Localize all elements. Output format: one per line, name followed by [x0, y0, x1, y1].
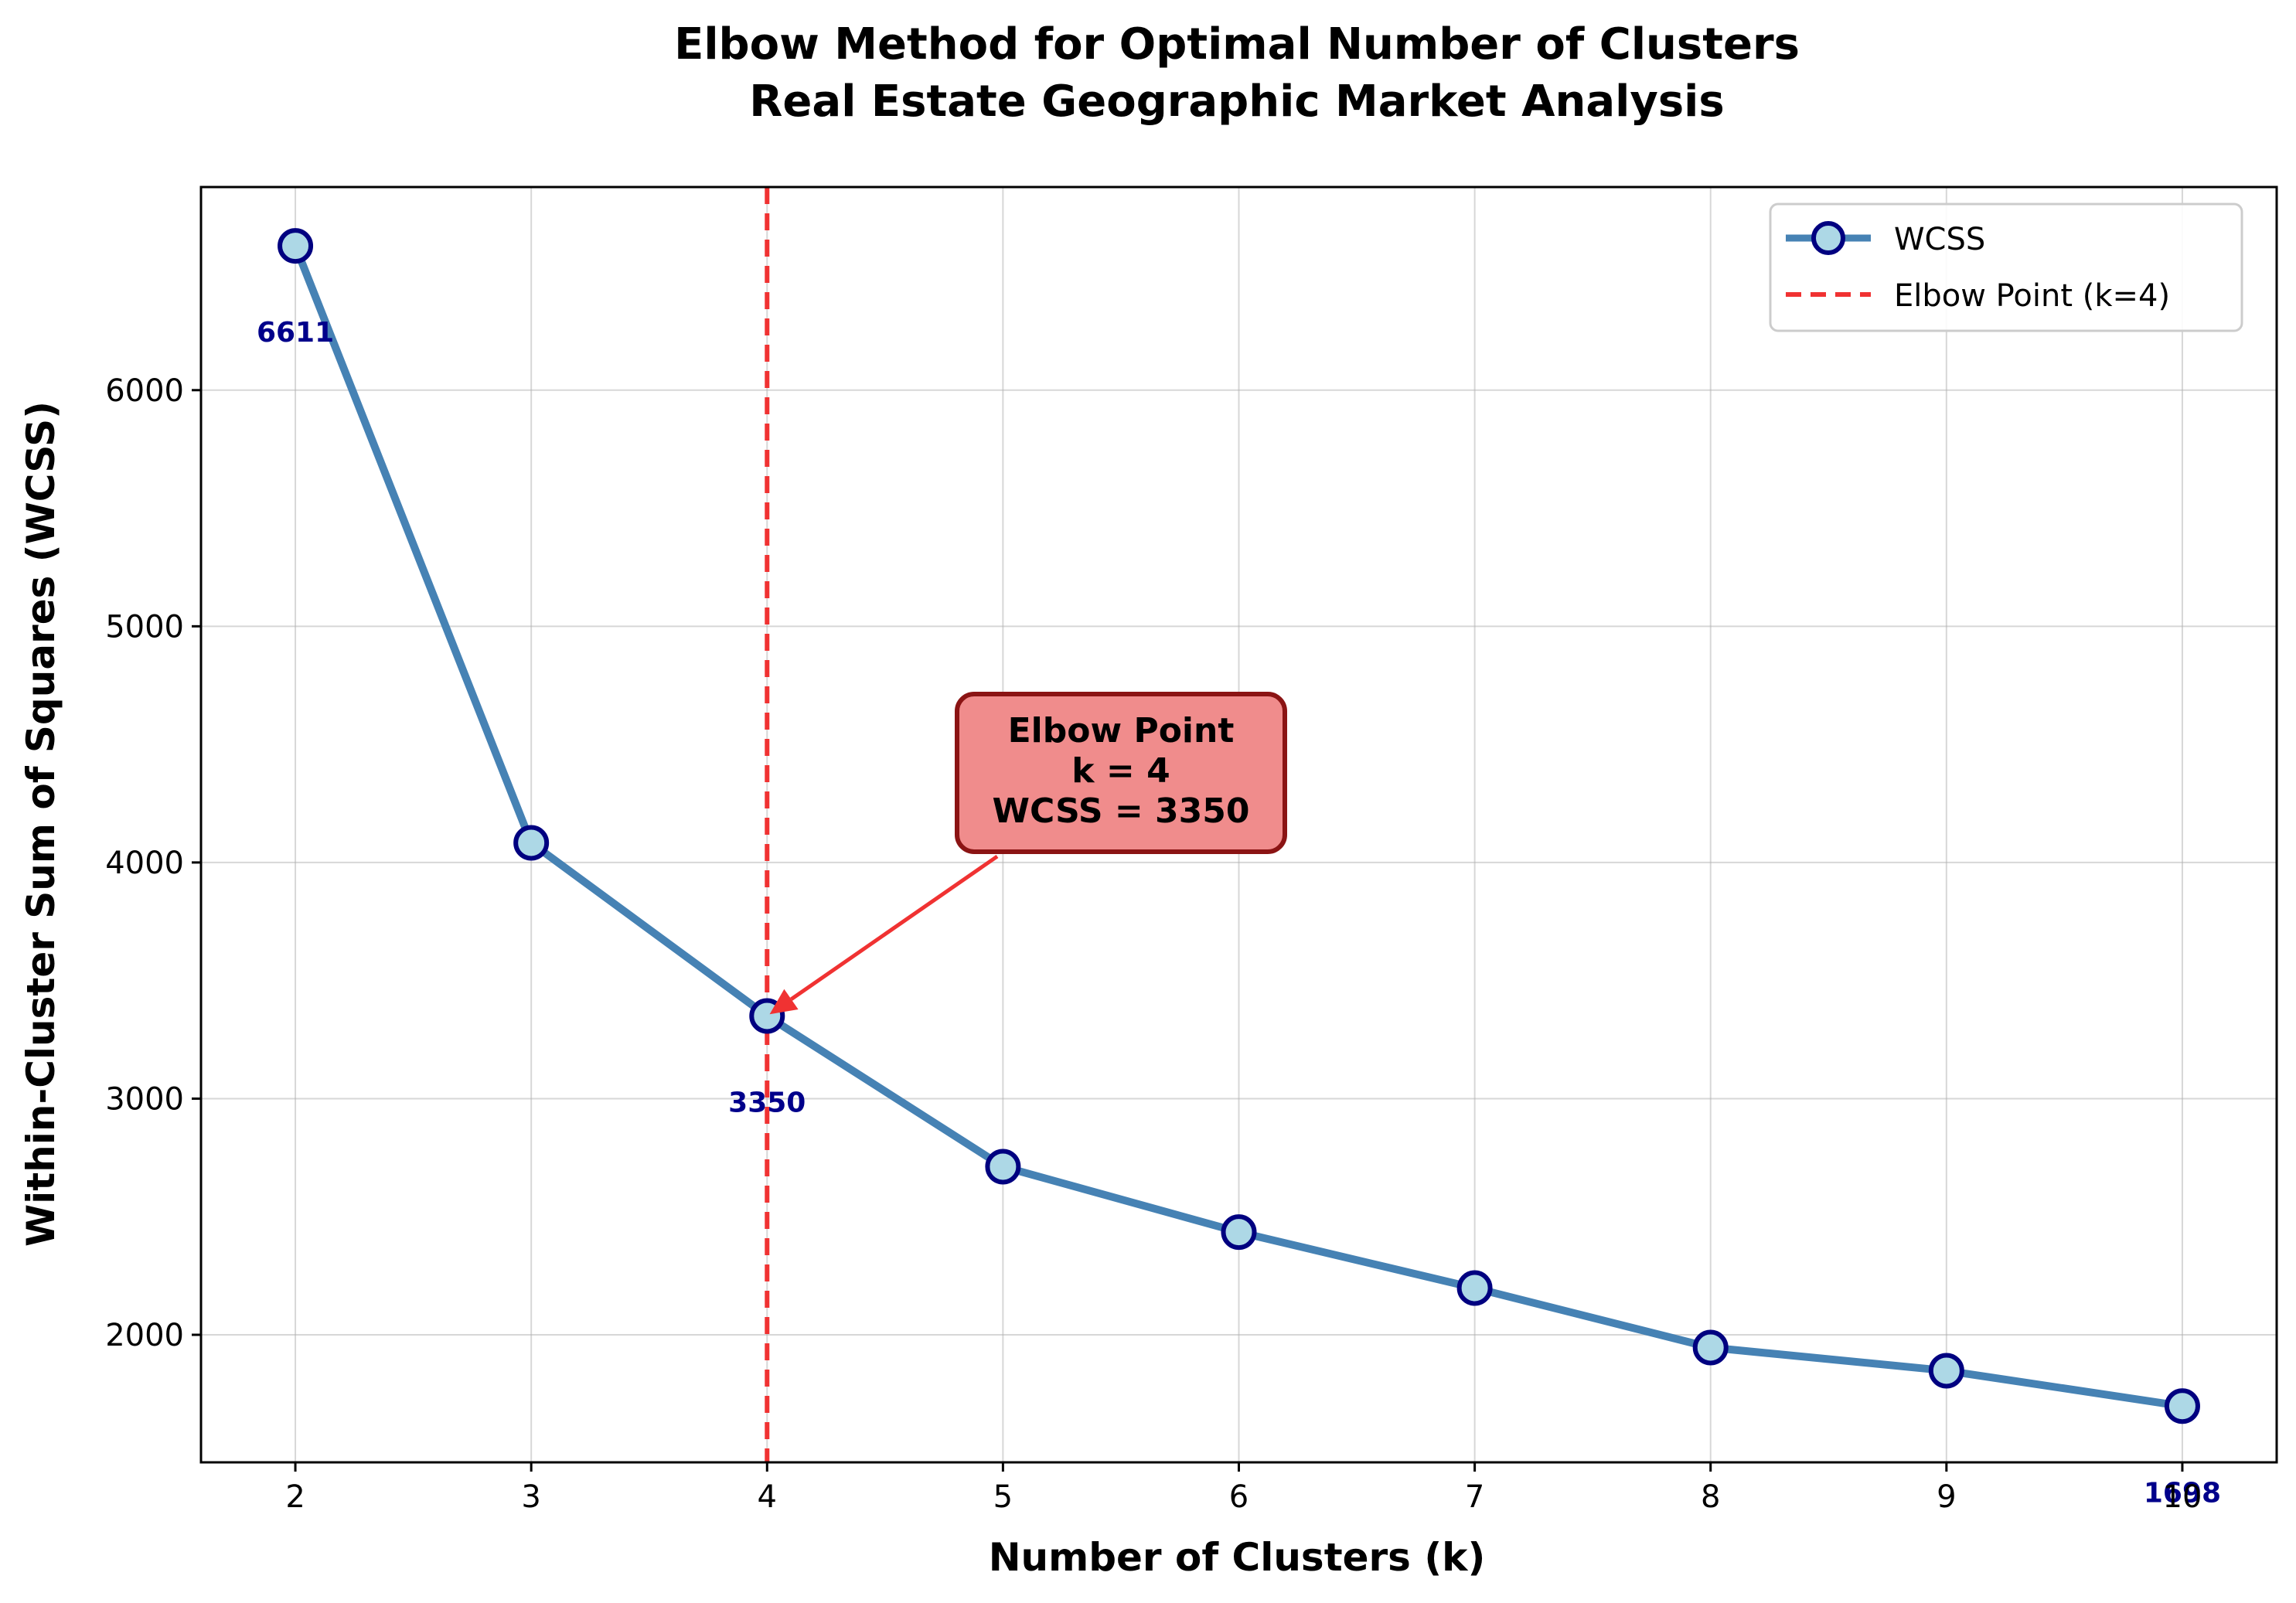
- chart-title-line1: Elbow Method for Optimal Number of Clust…: [674, 19, 1800, 70]
- y-tick-label: 6000: [105, 373, 184, 409]
- y-tick-label: 5000: [105, 609, 184, 645]
- y-axis-ticks: 2000 3000 4000 5000 6000: [105, 373, 201, 1353]
- x-tick-label: 7: [1465, 1479, 1484, 1515]
- annotation-line3: WCSS = 3350: [992, 791, 1249, 831]
- data-point-marker: [1692, 1329, 1729, 1366]
- x-tick-label: 10: [2163, 1479, 2202, 1515]
- x-tick-label: 4: [758, 1479, 777, 1515]
- annotation-arrowhead: [769, 989, 799, 1015]
- legend: WCSS Elbow Point (k=4): [1769, 203, 2243, 332]
- data-point-marker: [985, 1149, 1021, 1185]
- y-tick-label: 3000: [105, 1081, 184, 1117]
- point-labels: 6611 3350 1698: [257, 317, 2221, 1509]
- data-point-marker: [1456, 1270, 1493, 1306]
- data-point-marker: [1928, 1353, 1964, 1389]
- x-tick-label: 9: [1937, 1479, 1956, 1515]
- x-tick-label: 8: [1701, 1479, 1720, 1515]
- data-point-marker: [2164, 1388, 2200, 1424]
- point-value-label: 6611: [257, 317, 334, 349]
- legend-wcss-swatch-marker: [1811, 221, 1845, 255]
- legend-wcss-label: WCSS: [1894, 222, 1985, 257]
- y-axis-label: Within-Cluster Sum of Squares (WCSS): [19, 401, 63, 1247]
- annotation-box: [955, 692, 1287, 854]
- grid-lines: [201, 187, 2277, 1462]
- x-axis-label: Number of Clusters (k): [989, 1535, 1486, 1580]
- legend-box: [1769, 203, 2243, 332]
- chart-title-line2: Real Estate Geographic Market Analysis: [749, 77, 1724, 127]
- annotation-line1: Elbow Point: [1008, 711, 1235, 750]
- annotation-arrow: [790, 854, 999, 1001]
- legend-elbow-label: Elbow Point (k=4): [1894, 278, 2170, 314]
- data-point-marker: [513, 825, 550, 861]
- data-point-marker: [278, 228, 314, 264]
- y-tick-label: 2000: [105, 1318, 184, 1353]
- point-value-label: 1698: [2144, 1477, 2221, 1509]
- elbow-annotation: Elbow Point k = 4 WCSS = 3350: [769, 692, 1287, 1015]
- x-axis-ticks: 2 3 4 5 6 7 8 9 10: [285, 1462, 2202, 1515]
- point-value-label: 3350: [728, 1087, 806, 1119]
- data-point-marker: [1221, 1214, 1257, 1251]
- x-tick-label: 3: [521, 1479, 540, 1515]
- y-tick-label: 4000: [105, 846, 184, 881]
- x-tick-label: 2: [285, 1479, 305, 1515]
- x-tick-label: 6: [1229, 1479, 1248, 1515]
- annotation-line2: k = 4: [1071, 751, 1170, 791]
- x-tick-label: 5: [993, 1479, 1013, 1515]
